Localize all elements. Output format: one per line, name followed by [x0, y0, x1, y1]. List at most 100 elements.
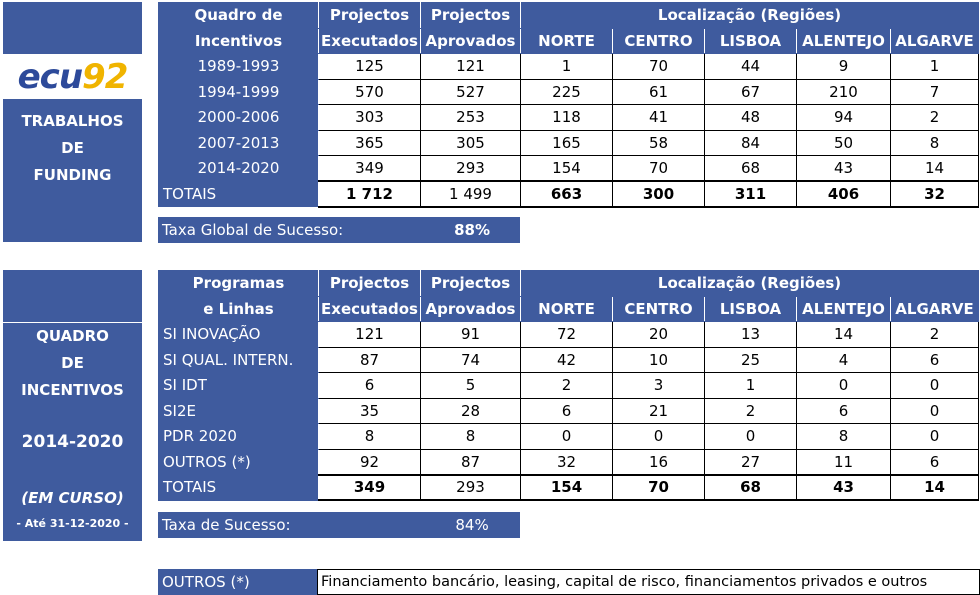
cell: 27: [704, 448, 797, 475]
cell: 225: [520, 78, 613, 105]
cell: 91: [420, 321, 521, 348]
incentives-table: Programas Projectos Projectos Localizaçã…: [158, 270, 980, 501]
region-header: ALGARVE: [889, 27, 980, 54]
cell: 43: [796, 155, 891, 182]
region-header: ALENTEJO: [796, 295, 891, 322]
cell: 10: [612, 346, 705, 373]
total-cell: 154: [520, 473, 613, 501]
table-row: 2014-2020 349 293 154 70 68 43 14: [158, 155, 980, 182]
side-header-block-1: [3, 2, 142, 54]
success-rate-value: 88%: [454, 221, 490, 239]
cell: 20: [612, 321, 705, 348]
table-row: SI QUAL. INTERN. 87 74 42 10 25 4 6: [158, 346, 980, 373]
side-label-line: - Até 31-12-2020 -: [16, 517, 129, 530]
cell: 1: [889, 53, 980, 80]
cell: 0: [889, 372, 980, 399]
region-header: CENTRO: [612, 295, 705, 322]
cell: 0: [612, 423, 705, 450]
total-cell: 1 712: [318, 180, 421, 208]
row-label: SI IDT: [158, 372, 319, 399]
table-row: PDR 2020 8 8 0 0 0 8 0: [158, 423, 980, 450]
total-cell: 70: [612, 473, 705, 501]
row-label: PDR 2020: [158, 423, 319, 450]
total-cell: 293: [420, 473, 521, 501]
side-header-block-2: [3, 270, 142, 322]
region-header: NORTE: [520, 295, 613, 322]
cell: 50: [796, 129, 891, 156]
region-header: LISBOA: [704, 295, 797, 322]
table-row: SI INOVAÇÃO 121 91 72 20 13 14 2: [158, 321, 980, 348]
cell: 154: [520, 155, 613, 182]
cell: 2: [520, 372, 613, 399]
cell: 210: [796, 78, 891, 105]
total-cell: 349: [318, 473, 421, 501]
cell: 84: [704, 129, 797, 156]
cell: 527: [420, 78, 521, 105]
header-cell: Executados: [318, 27, 421, 54]
cell: 121: [420, 53, 521, 80]
cell: 6: [889, 346, 980, 373]
cell: 68: [704, 155, 797, 182]
cell: 21: [612, 397, 705, 424]
header-row-1: Programas Projectos Projectos Localizaçã…: [158, 270, 980, 297]
cell: 94: [796, 104, 891, 131]
side-label-line: DE: [61, 354, 84, 372]
header-cell: Projectos: [420, 270, 521, 297]
cell: 25: [704, 346, 797, 373]
footnote-text: Financiamento bancário, leasing, capital…: [317, 569, 980, 595]
cell: 70: [612, 155, 705, 182]
regions-title: Localização (Regiões): [519, 270, 980, 297]
cell: 14: [889, 155, 980, 182]
cell: 41: [612, 104, 705, 131]
cell: 0: [704, 423, 797, 450]
cell: 8: [796, 423, 891, 450]
header-cell: e Linhas: [158, 295, 319, 322]
side-label-line: INCENTIVOS: [21, 381, 124, 399]
row-label: 1989-1993: [158, 53, 319, 80]
totals-label: TOTAIS: [158, 180, 319, 207]
cell: 0: [889, 423, 980, 450]
cell: 253: [420, 104, 521, 131]
cell: 121: [318, 321, 421, 348]
cell: 35: [318, 397, 421, 424]
cell: 2: [704, 397, 797, 424]
total-cell: 300: [612, 180, 705, 208]
funding-table: Quadro de Projectos Projectos Localizaçã…: [158, 2, 980, 208]
side-panel-funding: TRABALHOS DE FUNDING: [3, 99, 142, 242]
logo-digits: 92: [82, 57, 128, 97]
cell: 570: [318, 78, 421, 105]
header-cell: Executados: [318, 295, 421, 322]
cell: 1: [520, 53, 613, 80]
table-row: SI2E 35 28 6 21 2 6 0: [158, 397, 980, 424]
cell: 7: [889, 78, 980, 105]
total-cell: 311: [704, 180, 797, 208]
cell: 6: [796, 397, 891, 424]
total-cell: 14: [889, 473, 980, 501]
logo-prefix: ecu: [17, 57, 83, 97]
side-label-line: 2014-2020: [21, 432, 124, 452]
header-cell: Incentivos: [158, 27, 319, 54]
side-label-line: (EM CURSO): [21, 489, 124, 507]
header-row-2: e Linhas Executados Aprovados NORTE CENT…: [158, 295, 980, 322]
header-cell: Aprovados: [420, 295, 521, 322]
cell: 2: [889, 104, 980, 131]
cell: 11: [796, 448, 891, 475]
cell: 87: [318, 346, 421, 373]
cell: 125: [318, 53, 421, 80]
header-cell: Projectos: [318, 270, 421, 297]
row-label: 2014-2020: [158, 155, 319, 182]
table-row: 1989-1993 125 121 1 70 44 9 1: [158, 53, 980, 80]
cell: 13: [704, 321, 797, 348]
side-panel-incentives: QUADRO DE INCENTIVOS 2014-2020 (EM CURSO…: [3, 323, 142, 541]
cell: 70: [612, 53, 705, 80]
cell: 4: [796, 346, 891, 373]
cell: 0: [889, 397, 980, 424]
cell: 42: [520, 346, 613, 373]
cell: 118: [520, 104, 613, 131]
header-row-1: Quadro de Projectos Projectos Localizaçã…: [158, 2, 980, 29]
cell: 28: [420, 397, 521, 424]
cell: 305: [420, 129, 521, 156]
cell: 72: [520, 321, 613, 348]
cell: 6: [318, 372, 421, 399]
region-header: LISBOA: [704, 27, 797, 54]
